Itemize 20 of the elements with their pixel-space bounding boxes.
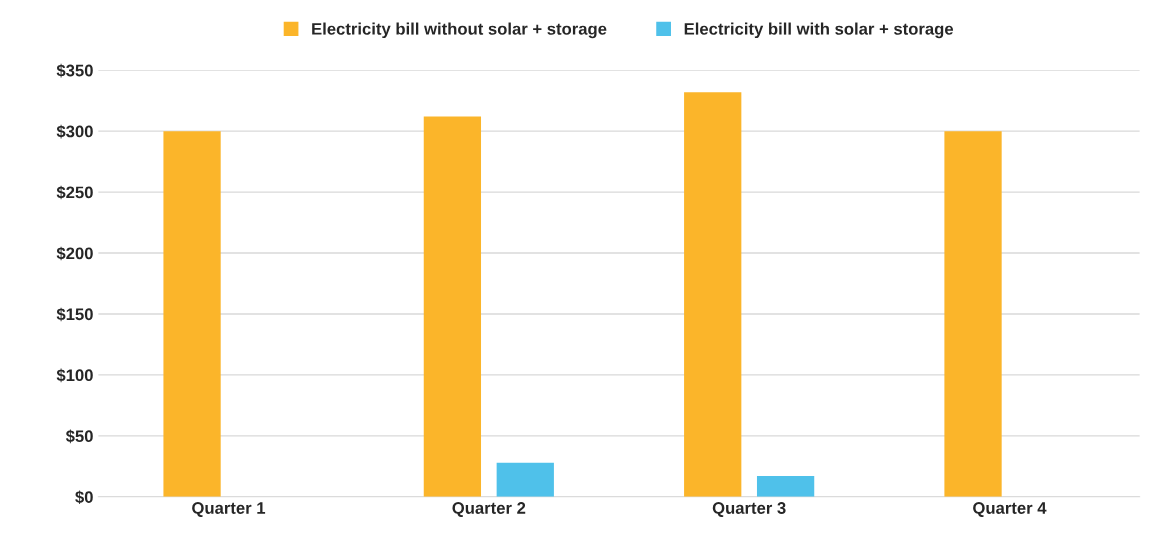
- bar: [423, 116, 482, 497]
- y-tick-label: $100: [56, 368, 93, 383]
- bar: [496, 462, 554, 497]
- y-tick-label: $150: [56, 307, 93, 322]
- y-tick-label: $50: [65, 429, 93, 444]
- bar: [756, 476, 815, 497]
- x-tick-label: Quarter 2: [452, 502, 526, 518]
- bar: [163, 131, 221, 497]
- bar: [684, 92, 742, 497]
- y-tick-label: $350: [56, 63, 93, 78]
- y-tick-label: $0: [75, 490, 93, 505]
- bar: [944, 131, 1002, 497]
- x-tick-label: Quarter 1: [192, 502, 266, 518]
- legend-label: Electricity bill without solar + storage: [312, 22, 607, 39]
- x-tick-label: Quarter 3: [712, 502, 786, 518]
- legend-label: Electricity bill with solar + storage: [684, 22, 954, 39]
- x-tick-label: Quarter 4: [973, 502, 1047, 518]
- y-tick-label: $300: [56, 124, 93, 139]
- y-tick-label: $250: [56, 185, 93, 200]
- y-tick-label: $200: [56, 246, 93, 261]
